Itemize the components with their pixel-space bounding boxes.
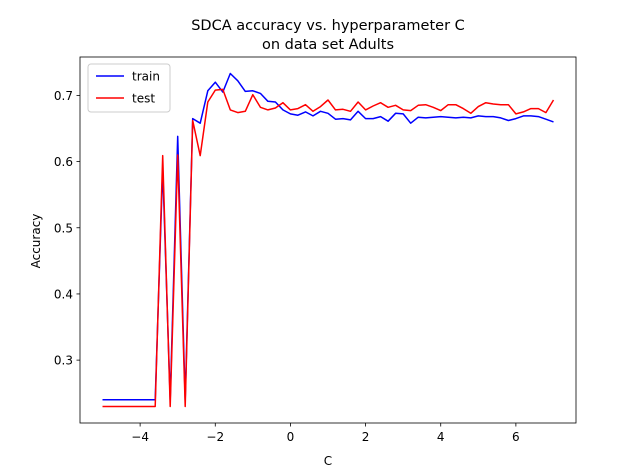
x-tick-label: 0 xyxy=(287,430,295,444)
y-tick-label: 0.3 xyxy=(54,354,73,368)
x-tick-label: 6 xyxy=(512,430,520,444)
x-tick-label: 2 xyxy=(362,430,370,444)
y-axis-title: Accuracy xyxy=(29,214,43,269)
chart-title-line2: on data set Adults xyxy=(262,37,394,53)
legend-label-test: test xyxy=(132,92,155,106)
legend-label-train: train xyxy=(132,70,160,84)
y-tick-label: 0.7 xyxy=(54,89,73,103)
plot-frame xyxy=(79,56,577,424)
x-tick-label: 4 xyxy=(437,430,445,444)
x-axis-title: C xyxy=(324,454,332,468)
x-tick-label: −4 xyxy=(131,430,149,444)
x-tick-label: −2 xyxy=(206,430,224,444)
series-line-train xyxy=(102,72,554,401)
series-line-test xyxy=(102,88,555,408)
y-tick-label: 0.6 xyxy=(54,155,73,169)
chart-title-line1: SDCA accuracy vs. hyperparameter C xyxy=(191,18,465,34)
plot-area: −4 −2 0 2 4 6 0.3 0.4 0.5 0.6 0.7 train test xyxy=(54,56,577,444)
y-tick-label: 0.5 xyxy=(54,221,73,235)
y-tick-label: 0.4 xyxy=(54,287,73,301)
